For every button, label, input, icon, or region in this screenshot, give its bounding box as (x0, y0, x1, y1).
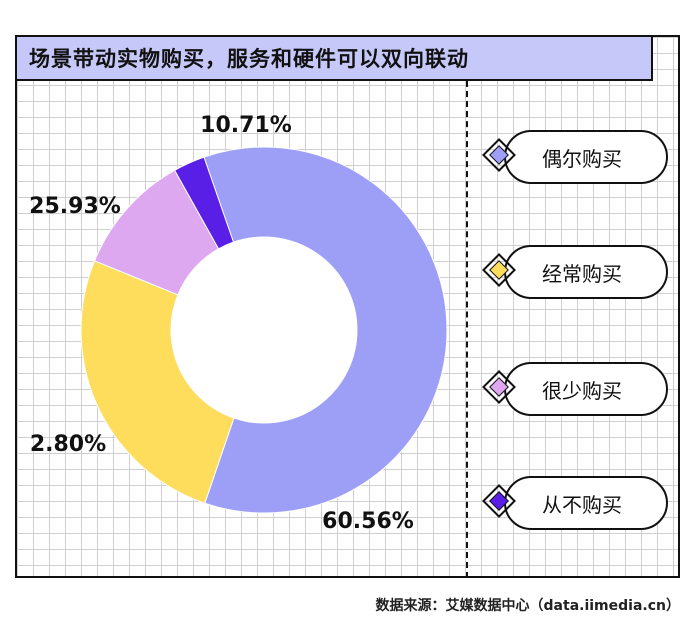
legend-item-often: 经常购买 (482, 245, 670, 301)
data-label-occasional: 60.56% (322, 509, 414, 534)
data-label-often: 25.93% (29, 194, 121, 219)
chart-title: 场景带动实物购买，服务和硬件可以双向联动 (15, 35, 653, 81)
donut-hole (171, 237, 357, 423)
legend-item-occasional: 偶尔购买 (482, 130, 670, 186)
legend-label: 经常购买 (504, 245, 668, 299)
legend-label: 从不购买 (504, 476, 668, 530)
legend-label: 很少购买 (504, 362, 668, 416)
dashed-divider (466, 81, 468, 578)
data-label-never: 2.80% (30, 432, 106, 457)
data-source: 数据来源：艾媒数据中心（data.iimedia.cn） (375, 598, 680, 614)
legend-label: 偶尔购买 (504, 130, 668, 184)
data-label-rarely: 10.71% (200, 113, 292, 138)
legend-item-rarely: 很少购买 (482, 362, 670, 418)
legend-item-never: 从不购买 (482, 476, 670, 532)
